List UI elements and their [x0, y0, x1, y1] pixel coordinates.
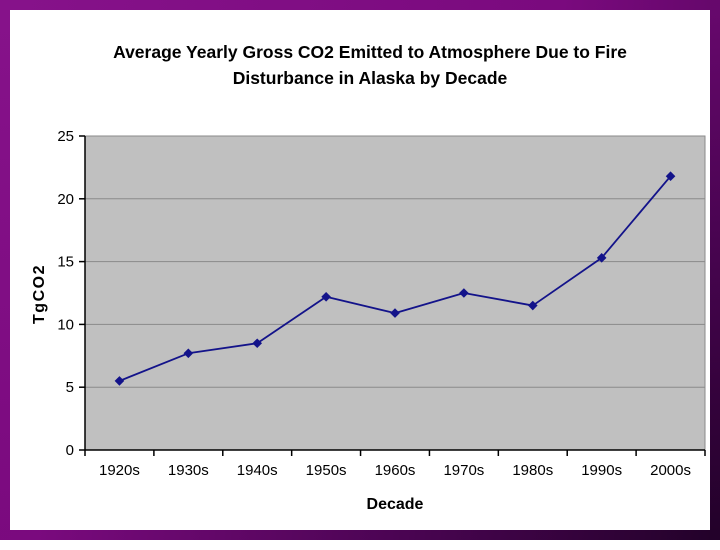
co2-line-chart: 0 5 10 15 20 25 1920s 1930s 1940s 1950s 1960s 1970s… — [10, 10, 720, 550]
y-tick-label: 0 — [66, 442, 74, 459]
x-tick-label: 1960s — [375, 462, 416, 479]
x-tick-label: 2000s — [650, 462, 691, 479]
x-tick-label: 1990s — [581, 462, 622, 479]
x-tick-label: 1980s — [512, 462, 553, 479]
y-tick-label: 20 — [57, 191, 74, 208]
y-tick-label: 10 — [57, 316, 74, 333]
plot-area — [85, 136, 705, 450]
y-tick-label: 25 — [57, 128, 74, 145]
x-tick-label: 1950s — [306, 462, 347, 479]
x-axis-title: Decade — [85, 496, 705, 514]
x-tick-label: 1940s — [237, 462, 278, 479]
y-tick-label: 15 — [57, 254, 74, 271]
x-tick-label: 1920s — [99, 462, 140, 479]
y-tick-label: 5 — [66, 379, 74, 396]
x-tick-label: 1930s — [168, 462, 209, 479]
x-tick-label: 1970s — [443, 462, 484, 479]
